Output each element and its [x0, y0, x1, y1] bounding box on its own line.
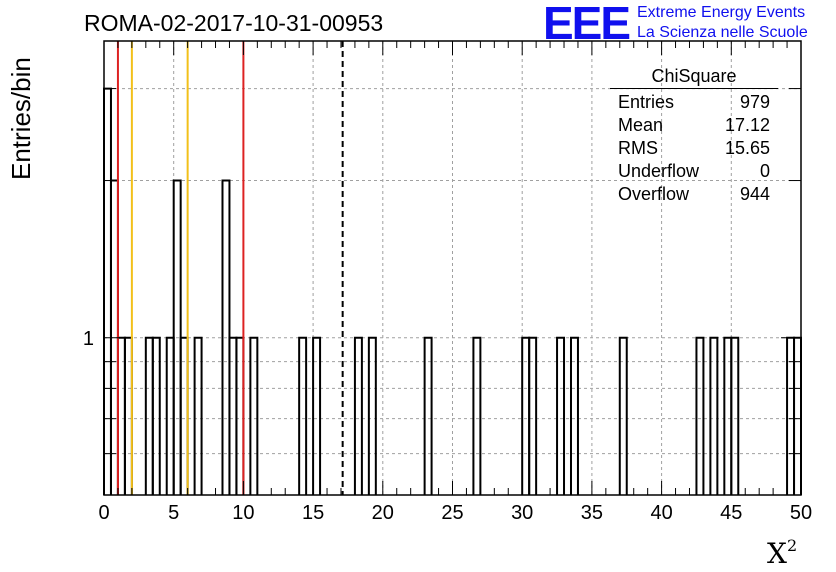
stats-value: 944 [739, 184, 770, 204]
x-tick-label: 35 [581, 502, 603, 524]
eee-logo: EEE [543, 0, 631, 49]
stats-label: RMS [618, 138, 658, 158]
stats-value: 0 [759, 161, 770, 181]
y-tick-label: 1 [83, 328, 94, 350]
logo-text-line2: La Scienza nelle Scuole [637, 24, 808, 41]
reference-lines [116, 41, 344, 495]
stats-row: Entries 979 [610, 91, 778, 114]
x-tick-label: 30 [511, 502, 533, 524]
x-tick-label: 5 [168, 502, 179, 524]
histogram-bin [298, 336, 308, 495]
x-tick-label: 45 [720, 502, 742, 524]
histogram-bin [193, 336, 203, 495]
x-tick-label: 25 [441, 502, 463, 524]
x-axis-label: X2 [767, 536, 797, 570]
chart-title: ROMA-02-2017-10-31-00953 [84, 10, 384, 36]
histogram-bin [695, 336, 705, 495]
histogram-bin [151, 336, 161, 495]
stats-box: ChiSquare Entries 979 Mean 17.12 RMS 15.… [610, 66, 778, 206]
x-axis-label-base: X [767, 537, 787, 570]
stats-value: 979 [739, 92, 770, 112]
x-tick-label: 20 [372, 502, 394, 524]
y-axis-label: Entries/bin [6, 57, 36, 180]
stats-value: 17.12 [724, 115, 770, 135]
histogram-bin [709, 336, 719, 495]
histogram-bin [556, 336, 566, 495]
stats-label: Mean [618, 115, 664, 135]
histogram-bin [423, 336, 433, 495]
histogram-bin [367, 336, 377, 495]
x-tick-label: 50 [790, 502, 812, 524]
stats-label: Overflow [618, 184, 690, 204]
x-tick-label: 40 [650, 502, 672, 524]
x-tick-label: 0 [98, 502, 109, 524]
histogram-bin [730, 336, 740, 495]
axis-tick-labels: 0 5 10 15 20 25 30 35 40 45 50 1 [83, 328, 812, 524]
x-axis-label-sup: 2 [786, 536, 798, 555]
histogram-bin [312, 336, 322, 495]
stats-row: Underflow 0 [610, 160, 778, 183]
logo-text-line1: Extreme Energy Events [637, 4, 806, 21]
stats-value: 15.65 [724, 138, 770, 158]
stats-title: ChiSquare [610, 66, 778, 89]
histogram-bin [528, 336, 538, 495]
x-tick-label: 10 [232, 502, 254, 524]
histogram-bin [569, 336, 579, 495]
axis-ticks [103, 41, 802, 495]
x-tick-label: 15 [302, 502, 324, 524]
stats-row: RMS 15.65 [610, 137, 778, 160]
histogram-bin [103, 87, 112, 495]
stats-label: Entries [618, 92, 675, 112]
histogram-bin [249, 336, 259, 495]
stats-label: Underflow [618, 161, 700, 181]
histogram-bin [353, 336, 363, 495]
histogram-bin [472, 336, 482, 495]
stats-row: Mean 17.12 [610, 114, 778, 137]
stats-row: Overflow 944 [610, 183, 778, 206]
histogram-bin [618, 336, 628, 495]
histogram-bars [103, 87, 802, 495]
